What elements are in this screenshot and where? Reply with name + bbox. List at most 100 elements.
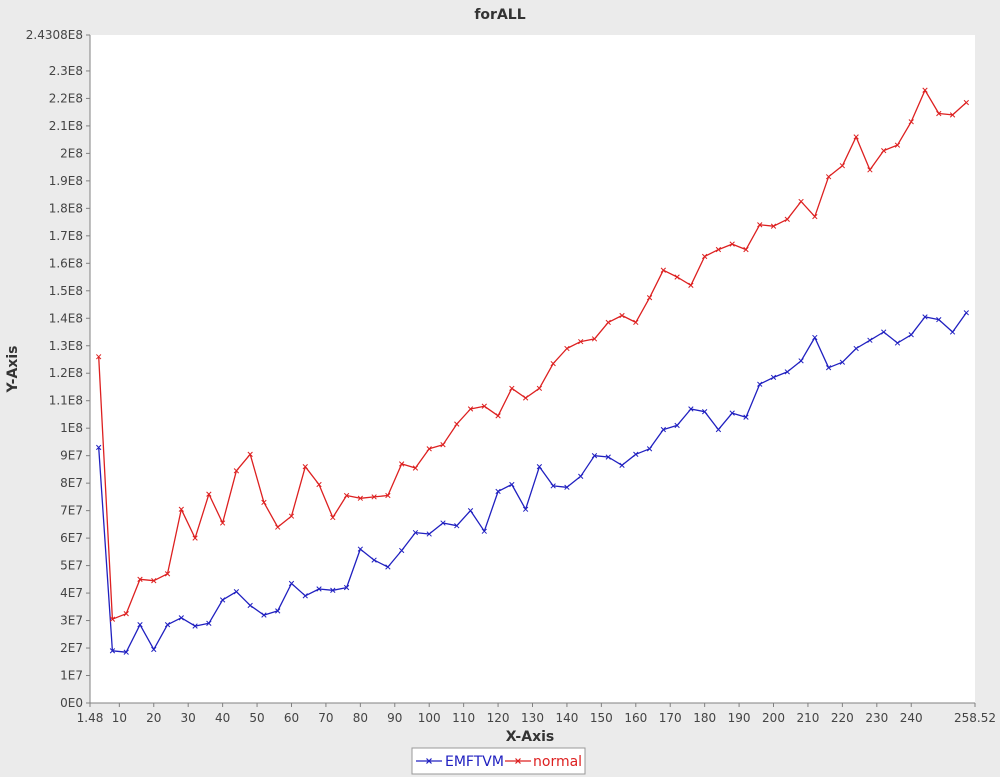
series-line-normal — [98, 89, 967, 620]
x-tick-label: 90 — [387, 711, 402, 725]
data-point-normal — [330, 514, 336, 521]
y-tick-label: 3E7 — [60, 614, 83, 628]
data-point-normal — [578, 338, 584, 345]
y-tick-label: 1E8 — [60, 421, 83, 435]
data-point-emftvm — [247, 602, 253, 609]
y-tick-label: 2E8 — [60, 146, 83, 160]
data-point-normal — [922, 87, 928, 93]
data-point-emftvm — [908, 332, 914, 338]
data-point-normal — [660, 267, 666, 273]
y-tick-label: 9E7 — [60, 449, 83, 463]
data-point-emftvm — [509, 481, 515, 488]
data-point-emftvm — [481, 528, 487, 534]
data-point-emftvm — [288, 580, 295, 587]
data-point-normal — [219, 520, 226, 526]
data-point-emftvm — [261, 612, 267, 618]
y-tick-label: 5E7 — [60, 559, 83, 573]
data-point-normal — [123, 611, 129, 617]
y-tick-label: 2.1E8 — [49, 119, 83, 133]
data-point-emftvm — [729, 410, 735, 416]
x-tick-label: 210 — [796, 711, 819, 725]
data-point-normal — [770, 223, 777, 229]
data-point-normal — [757, 222, 763, 228]
data-point-emftvm — [936, 316, 942, 323]
x-axis-title: X-Axis — [506, 729, 554, 745]
data-point-emftvm — [894, 340, 901, 346]
series-line-emftvm — [98, 312, 967, 653]
y-axis-title: Y-Axis — [5, 346, 21, 394]
x-tick-label: 200 — [762, 711, 785, 725]
y-tick-label: 0E0 — [60, 696, 83, 710]
data-point-emftvm — [522, 506, 529, 512]
data-point-normal — [109, 616, 116, 622]
data-point-normal — [96, 354, 102, 360]
data-point-normal — [137, 576, 143, 582]
x-tick-label: 30 — [181, 711, 196, 725]
y-tick-label: 1.9E8 — [49, 174, 83, 188]
data-point-emftvm — [371, 557, 377, 563]
data-point-emftvm — [646, 446, 653, 452]
x-tick-label: 1.48 — [77, 711, 104, 725]
x-tick-label: 80 — [353, 711, 368, 725]
data-point-normal — [949, 112, 956, 118]
y-tick-label: 1E7 — [60, 669, 83, 683]
x-tick-label: 130 — [521, 711, 544, 725]
data-point-emftvm — [192, 623, 198, 629]
y-tick-label: 6E7 — [60, 531, 83, 545]
data-point-normal — [192, 535, 198, 541]
data-point-normal — [399, 461, 405, 467]
data-point-normal — [867, 167, 873, 173]
data-point-normal — [619, 312, 625, 319]
data-point-emftvm — [206, 620, 212, 626]
data-point-normal — [536, 385, 543, 391]
data-point-emftvm — [467, 507, 474, 514]
x-tick-label: 190 — [728, 711, 751, 725]
data-point-normal — [261, 499, 267, 506]
data-point-normal — [591, 336, 598, 342]
data-point-emftvm — [770, 374, 777, 381]
x-tick-label: 60 — [284, 711, 299, 725]
x-tick-label: 50 — [249, 711, 264, 725]
data-point-normal — [715, 246, 722, 253]
data-point-emftvm — [633, 451, 639, 457]
data-point-normal — [233, 468, 240, 474]
data-point-emftvm — [343, 584, 350, 591]
y-tick-label: 1.5E8 — [49, 284, 83, 298]
data-point-emftvm — [701, 409, 708, 415]
data-point-normal — [164, 571, 171, 577]
data-point-emftvm — [454, 523, 460, 529]
data-point-normal — [936, 110, 942, 117]
y-tick-label: 2.3E8 — [49, 64, 83, 78]
data-point-emftvm — [564, 484, 570, 490]
data-point-normal — [550, 360, 556, 367]
data-point-emftvm — [949, 329, 956, 335]
data-point-normal — [467, 406, 474, 412]
data-point-emftvm — [233, 589, 240, 595]
x-tick-label: 140 — [555, 711, 578, 725]
data-point-emftvm — [743, 414, 749, 420]
y-tick-label: 1.4E8 — [49, 311, 83, 325]
data-point-normal — [316, 481, 322, 488]
data-point-normal — [426, 446, 432, 452]
data-point-normal — [371, 494, 377, 500]
data-point-emftvm — [219, 597, 226, 603]
x-tick-label: 100 — [418, 711, 441, 725]
data-point-normal — [646, 295, 653, 301]
data-point-normal — [839, 163, 846, 169]
data-point-emftvm — [619, 462, 625, 468]
data-point-emftvm — [164, 622, 171, 628]
data-point-normal — [275, 524, 281, 530]
y-tick-label: 1.8E8 — [49, 201, 83, 215]
data-point-emftvm — [812, 334, 818, 341]
data-point-emftvm — [578, 473, 584, 479]
y-tick-label: 8E7 — [60, 476, 83, 490]
y-tick-label: 1.2E8 — [49, 366, 83, 380]
data-point-normal — [701, 253, 708, 260]
legend-marker-emftvm — [426, 758, 432, 764]
data-point-normal — [894, 142, 901, 148]
legend-marker-normal — [515, 758, 521, 764]
data-point-normal — [357, 495, 364, 501]
x-axis: 10 20 30 40 50 60 70 80 90 100 110 120 130 140 150 160 1… — [77, 702, 996, 725]
data-point-normal — [812, 213, 818, 220]
